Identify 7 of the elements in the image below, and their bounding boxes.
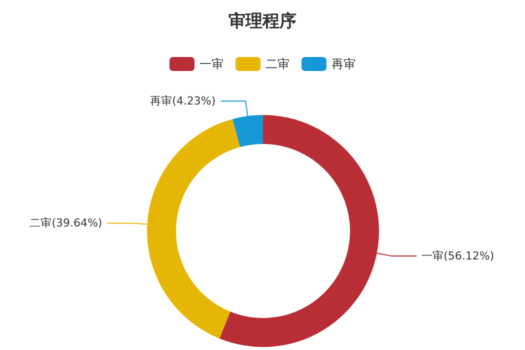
chart-title: 审理程序 (228, 12, 296, 32)
data-label: 一审(56.12%) (422, 250, 494, 263)
legend-label: 一审 (200, 57, 224, 71)
legend-label: 二审 (266, 57, 290, 71)
data-label: 再审(4.23%) (150, 94, 216, 108)
data-label: 二审(39.64%) (30, 216, 102, 230)
legend-label: 再审 (332, 57, 356, 71)
